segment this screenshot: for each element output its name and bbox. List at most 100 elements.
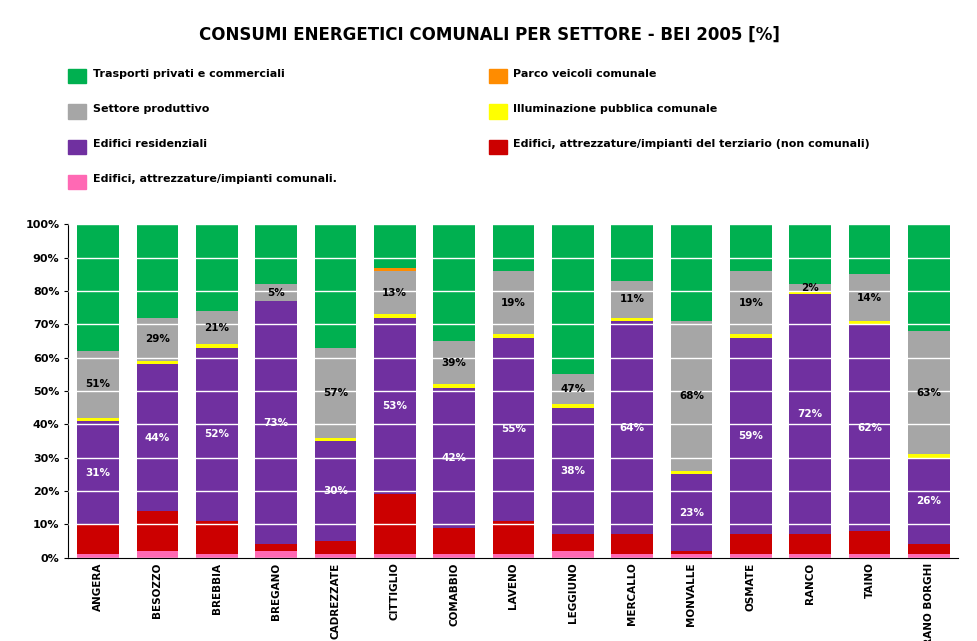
- Bar: [788, 554, 830, 558]
- Text: 55%: 55%: [500, 424, 526, 435]
- Text: 51%: 51%: [86, 379, 110, 389]
- Bar: [551, 374, 593, 404]
- Bar: [195, 554, 237, 558]
- Bar: [255, 551, 297, 558]
- Bar: [373, 271, 415, 314]
- Bar: [848, 531, 889, 554]
- Bar: [907, 331, 949, 454]
- Bar: [611, 224, 653, 281]
- Text: 11%: 11%: [619, 294, 644, 304]
- Text: 62%: 62%: [856, 422, 881, 433]
- Bar: [433, 554, 475, 558]
- Text: Edifici residenziali: Edifici residenziali: [93, 139, 207, 149]
- Bar: [611, 318, 653, 321]
- Text: 5%: 5%: [267, 288, 284, 297]
- Text: 31%: 31%: [86, 468, 110, 478]
- Bar: [195, 344, 237, 347]
- Bar: [137, 364, 178, 511]
- Bar: [729, 338, 771, 535]
- Bar: [670, 554, 711, 558]
- Text: 63%: 63%: [915, 388, 940, 397]
- Text: 13%: 13%: [382, 288, 406, 297]
- Text: 44%: 44%: [145, 433, 170, 443]
- Bar: [788, 291, 830, 294]
- Bar: [907, 224, 949, 331]
- Bar: [195, 347, 237, 521]
- Text: 53%: 53%: [382, 401, 406, 411]
- Text: Edifici, attrezzature/impianti comunali.: Edifici, attrezzature/impianti comunali.: [93, 174, 336, 185]
- Bar: [788, 535, 830, 554]
- Bar: [848, 274, 889, 321]
- Text: 38%: 38%: [560, 466, 584, 476]
- Bar: [670, 474, 711, 551]
- Bar: [195, 311, 237, 344]
- Bar: [373, 494, 415, 554]
- Bar: [492, 224, 533, 271]
- Text: 39%: 39%: [442, 358, 466, 368]
- Bar: [77, 224, 119, 351]
- Bar: [670, 321, 711, 471]
- Text: 42%: 42%: [441, 453, 466, 463]
- Bar: [77, 554, 119, 558]
- Bar: [848, 324, 889, 531]
- Bar: [611, 535, 653, 554]
- Text: 73%: 73%: [263, 418, 288, 428]
- Bar: [729, 224, 771, 271]
- Bar: [137, 318, 178, 361]
- Text: Settore produttivo: Settore produttivo: [93, 104, 209, 114]
- Text: 29%: 29%: [145, 335, 170, 344]
- Text: 19%: 19%: [738, 297, 762, 308]
- Bar: [729, 535, 771, 554]
- Bar: [907, 544, 949, 554]
- Text: 19%: 19%: [500, 297, 526, 308]
- Bar: [492, 521, 533, 554]
- Bar: [77, 524, 119, 554]
- Text: 59%: 59%: [738, 431, 762, 441]
- Bar: [195, 224, 237, 311]
- Bar: [77, 421, 119, 524]
- Bar: [373, 314, 415, 318]
- Text: 57%: 57%: [322, 388, 348, 397]
- Bar: [729, 554, 771, 558]
- Text: 30%: 30%: [322, 486, 348, 496]
- Bar: [551, 224, 593, 374]
- Bar: [255, 301, 297, 544]
- Bar: [492, 338, 533, 521]
- Bar: [788, 294, 830, 535]
- Bar: [788, 285, 830, 291]
- Text: Trasporti privati e commerciali: Trasporti privati e commerciali: [93, 69, 284, 79]
- Bar: [492, 271, 533, 335]
- Bar: [77, 351, 119, 418]
- Text: 23%: 23%: [678, 508, 703, 518]
- Bar: [670, 471, 711, 474]
- Bar: [492, 335, 533, 338]
- Bar: [195, 521, 237, 554]
- Bar: [848, 224, 889, 274]
- Text: Parco veicoli comunale: Parco veicoli comunale: [513, 69, 657, 79]
- Bar: [373, 224, 415, 268]
- Bar: [670, 551, 711, 554]
- Bar: [907, 554, 949, 558]
- Bar: [848, 554, 889, 558]
- Bar: [551, 404, 593, 408]
- Bar: [670, 224, 711, 321]
- Text: 68%: 68%: [678, 391, 703, 401]
- Bar: [433, 224, 475, 341]
- Bar: [492, 554, 533, 558]
- Bar: [848, 321, 889, 324]
- Text: Edifici, attrezzature/impianti del terziario (non comunali): Edifici, attrezzature/impianti del terzi…: [513, 139, 870, 149]
- Bar: [137, 511, 178, 551]
- Bar: [255, 285, 297, 301]
- Text: 26%: 26%: [915, 496, 940, 506]
- Bar: [137, 224, 178, 318]
- Bar: [433, 341, 475, 385]
- Text: 64%: 64%: [618, 422, 644, 433]
- Bar: [315, 224, 356, 347]
- Bar: [907, 454, 949, 458]
- Bar: [788, 224, 830, 285]
- Bar: [611, 281, 653, 318]
- Bar: [729, 271, 771, 335]
- Bar: [551, 551, 593, 558]
- Bar: [315, 541, 356, 554]
- Bar: [433, 385, 475, 388]
